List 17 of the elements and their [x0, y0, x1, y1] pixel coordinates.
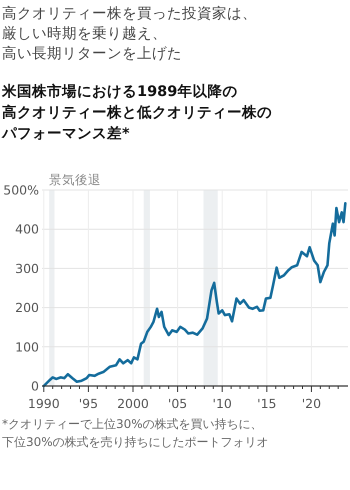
x-tick-label: 1990 — [28, 396, 60, 411]
chart-title: 高クオリティー株を買った投資家は、厳しい時期を乗り越え、高い長期リターンを上げた — [2, 5, 257, 62]
y-tick-label: 400 — [15, 222, 40, 237]
y-tick-label: 0 — [31, 378, 40, 394]
band-label: 景気後退 — [49, 172, 101, 187]
y-tick-label: 100 — [15, 339, 40, 354]
x-tick-label: '95 — [78, 396, 98, 411]
x-tick-label: '20 — [302, 396, 322, 411]
y-tick-label: 200 — [15, 300, 40, 316]
text: *クオリティーで上位30%の株式を買い持ちに、下位30%の株式を売り持ちにしたポートフォリオ — [2, 417, 269, 449]
x-tick-label: '05 — [168, 396, 188, 411]
y-tick-label: 300 — [15, 260, 40, 276]
chart-subtitle: 米国株市場における1989年以降の高クオリティー株と低クオリティー株のパフォーマンス差* — [1, 82, 272, 142]
x-tick-label: 2000 — [117, 396, 149, 411]
y-tick-label: 500% — [3, 182, 40, 198]
x-tick-label: '15 — [257, 396, 276, 411]
x-tick-label: '10 — [212, 396, 232, 411]
